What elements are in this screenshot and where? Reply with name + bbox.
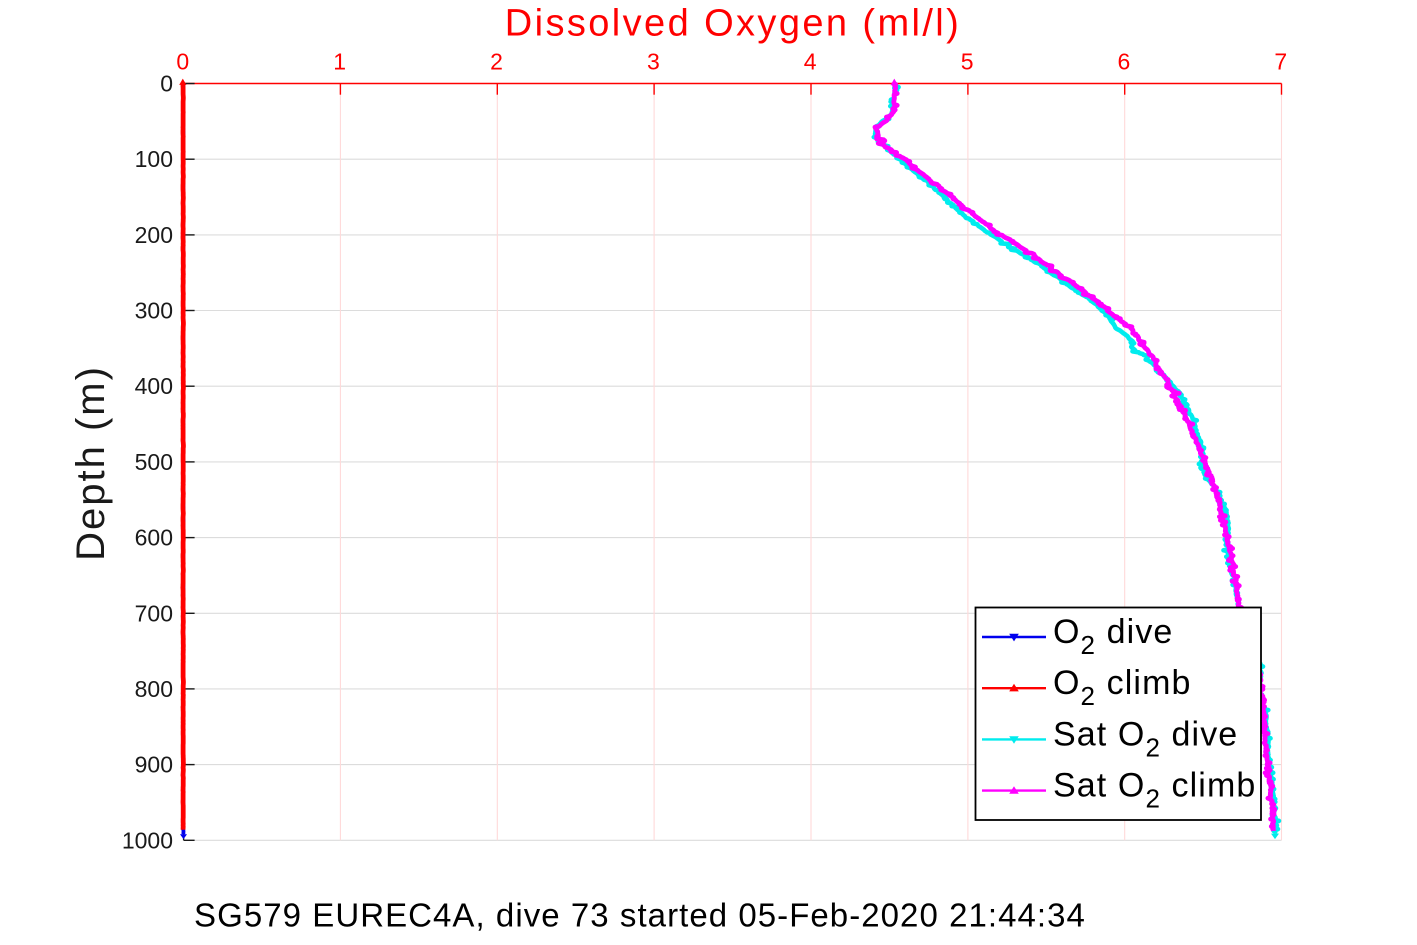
svg-text:0: 0	[160, 71, 173, 97]
svg-text:800: 800	[135, 676, 173, 702]
svg-text:2: 2	[490, 49, 503, 75]
svg-text:400: 400	[135, 373, 173, 399]
svg-text:3: 3	[647, 49, 660, 75]
svg-text:100: 100	[135, 146, 173, 172]
svg-text:5: 5	[961, 49, 974, 75]
svg-text:900: 900	[135, 752, 173, 778]
svg-text:200: 200	[135, 222, 173, 248]
svg-text:700: 700	[135, 600, 173, 626]
svg-text:4: 4	[804, 49, 817, 75]
svg-text:SG579 EUREC4A, dive 73 started: SG579 EUREC4A, dive 73 started 05-Feb-20…	[194, 897, 1086, 934]
svg-text:Depth (m): Depth (m)	[69, 365, 113, 561]
svg-text:600: 600	[135, 525, 173, 551]
svg-text:7: 7	[1274, 49, 1287, 75]
svg-text:6: 6	[1118, 49, 1131, 75]
svg-text:Dissolved Oxygen (ml/l): Dissolved Oxygen (ml/l)	[505, 3, 961, 45]
svg-text:0: 0	[176, 49, 189, 75]
svg-text:1: 1	[333, 49, 346, 75]
svg-text:500: 500	[135, 449, 173, 475]
svg-text:1000: 1000	[122, 827, 173, 853]
svg-text:300: 300	[135, 298, 173, 324]
